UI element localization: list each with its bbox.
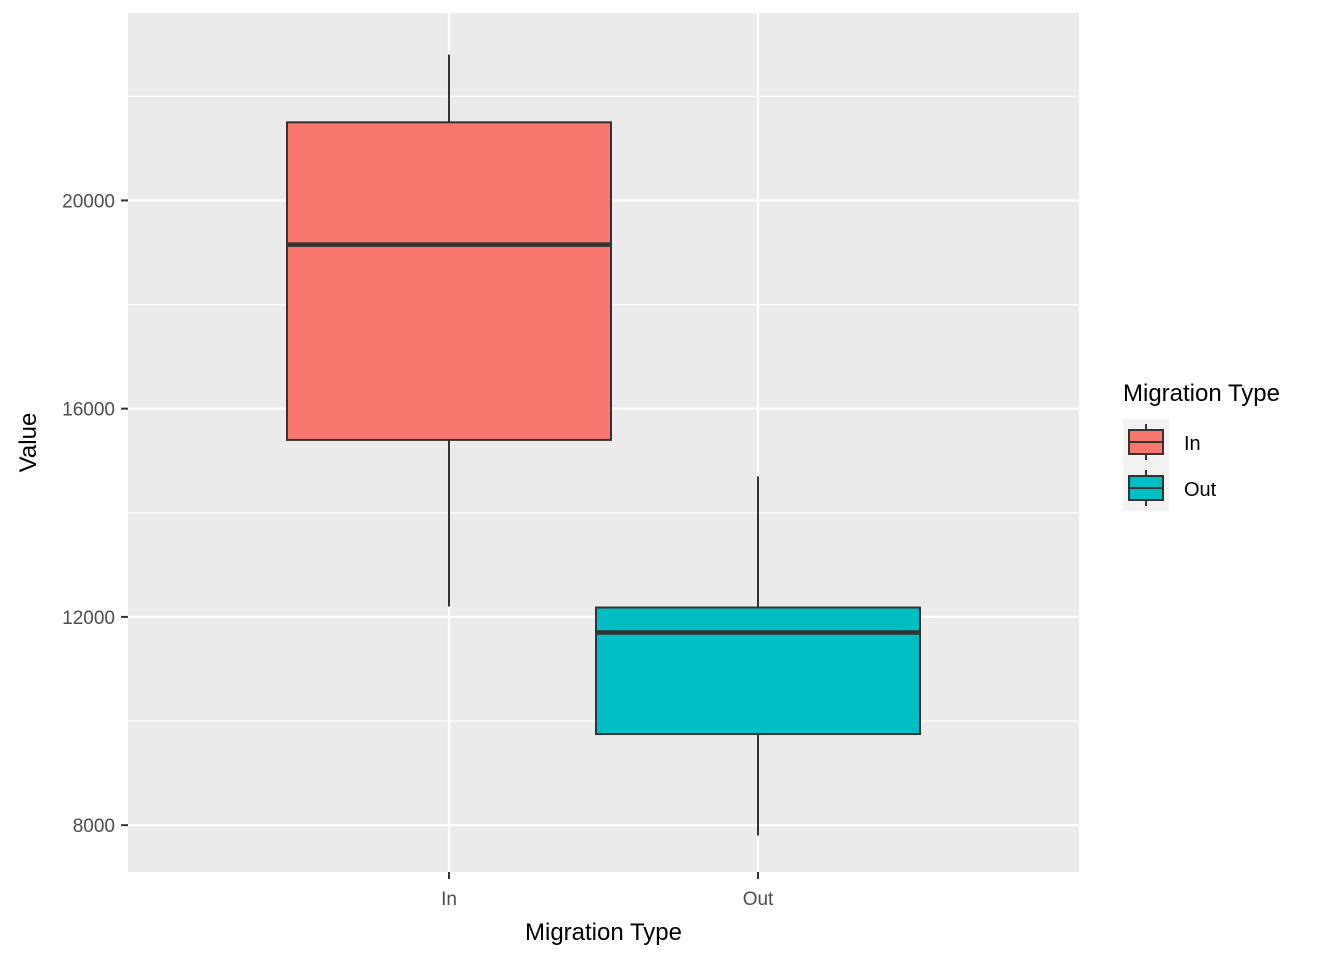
- y-axis: 8000 12000 16000 20000: [62, 191, 128, 837]
- iqr-box: [595, 606, 921, 736]
- x-tick-label: Out: [743, 889, 774, 910]
- boxes: [286, 54, 921, 836]
- y-tick-label: 16000: [62, 400, 115, 421]
- y-tick-label: 8000: [73, 816, 115, 837]
- legend-item-in: In: [1123, 419, 1201, 465]
- y-axis-title: Value: [15, 413, 42, 473]
- x-axis: In Out: [441, 872, 774, 910]
- box-in: [286, 54, 612, 607]
- x-tick-label: In: [441, 889, 457, 910]
- iqr-box: [286, 121, 612, 441]
- legend-item-out: Out: [1123, 465, 1217, 511]
- legend: Migration Type In Out: [1123, 380, 1280, 511]
- legend-items: In Out: [1123, 419, 1217, 511]
- y-tick-label: 20000: [62, 191, 115, 212]
- legend-title: Migration Type: [1123, 380, 1280, 407]
- y-tick-label: 12000: [62, 608, 115, 629]
- legend-label: Out: [1184, 479, 1217, 501]
- legend-label: In: [1184, 433, 1201, 455]
- x-axis-title: Migration Type: [525, 919, 682, 946]
- box-out: [595, 476, 921, 836]
